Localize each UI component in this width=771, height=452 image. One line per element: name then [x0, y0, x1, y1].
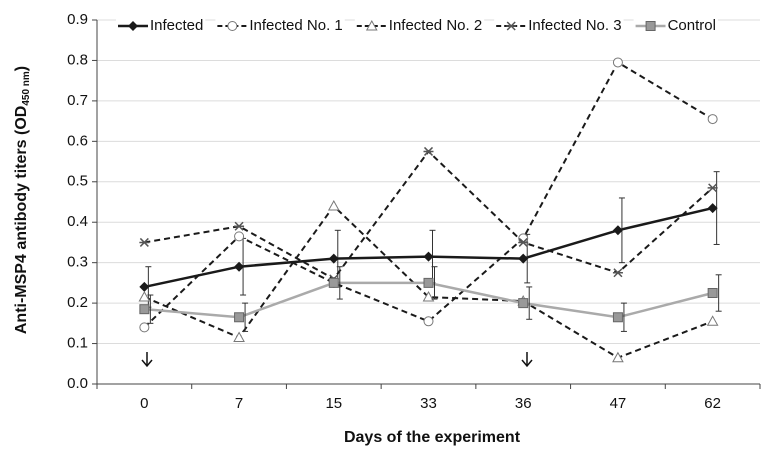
marker [423, 316, 434, 327]
y-tick-label: 0.5 [67, 173, 88, 190]
error-bar [620, 302, 627, 332]
y-axis-label-sub: 450 nm [21, 71, 32, 106]
y-tick-label: 0.6 [67, 132, 88, 149]
x-tick-label: 0 [140, 395, 148, 412]
marker [139, 237, 150, 247]
legend-entry: Infected No. 2 [354, 17, 485, 35]
marker [707, 288, 718, 298]
y-tick-label: 0.7 [67, 92, 88, 109]
legend-text-bg [526, 17, 624, 35]
marker [139, 304, 150, 315]
marker [612, 312, 623, 323]
marker [139, 322, 150, 333]
y-tick-label: 0.1 [67, 335, 88, 352]
legend-label: Infected No. 2 [389, 17, 482, 34]
marker [234, 231, 245, 242]
marker [423, 277, 434, 288]
marker [365, 19, 378, 31]
marker [707, 203, 718, 214]
x-tick-label: 15 [325, 395, 342, 412]
marker [506, 21, 517, 31]
y-axis-label: Anti-MSP4 antibody titers (OD450 nm) [13, 66, 31, 334]
marker [645, 21, 656, 31]
error-bar [147, 294, 154, 324]
marker [612, 351, 624, 363]
marker [139, 281, 150, 292]
marker [423, 146, 434, 156]
y-tick-label: 0.3 [67, 254, 88, 271]
legend-text-bg [247, 17, 345, 35]
legend: Infected Infected No. 1 Infected No. 2 Infe… [116, 17, 718, 35]
marker [518, 298, 529, 309]
marker [612, 225, 623, 236]
marker [138, 291, 151, 302]
error-bar [431, 266, 438, 300]
x-tick-label: 47 [610, 395, 627, 412]
marker [612, 268, 623, 278]
marker [612, 57, 623, 68]
marker [328, 277, 339, 288]
y-tick-label: 0.8 [67, 51, 88, 68]
marker [706, 315, 719, 326]
marker [327, 200, 340, 211]
arrow [141, 352, 153, 368]
error-bar [715, 274, 722, 312]
series [138, 200, 719, 363]
error-bar [526, 286, 533, 320]
arrow [521, 352, 533, 368]
y-tick-label: 0.2 [67, 294, 88, 311]
marker [518, 253, 529, 264]
series [139, 266, 722, 332]
legend-text-bg [148, 17, 206, 35]
x-tick-label: 62 [704, 395, 721, 412]
x-tick-label: 33 [420, 395, 437, 412]
legend-entry: Infected No. 1 [215, 17, 345, 35]
legend-entry: Control [633, 17, 718, 35]
y-tick-label: 0.9 [67, 11, 88, 28]
legend-label: Infected [150, 17, 203, 34]
marker [707, 114, 718, 125]
error-bar [336, 266, 343, 300]
series [139, 57, 718, 333]
legend-entry: Infected [116, 17, 206, 35]
marker [423, 251, 434, 262]
marker [227, 21, 238, 31]
marker [328, 253, 339, 264]
line [144, 206, 713, 289]
legend-text-bg [386, 17, 485, 35]
x-tick-label: 7 [235, 395, 243, 412]
y-axis-label-end: ) [13, 66, 30, 71]
legend-label: Control [668, 17, 716, 34]
y-tick-label: 0.4 [67, 213, 88, 230]
legend-label: Infected No. 1 [249, 17, 342, 34]
x-tick-label: 36 [515, 395, 532, 412]
legend-label: Infected No. 3 [528, 17, 621, 34]
marker [422, 291, 435, 302]
marker [128, 21, 138, 31]
marker [518, 237, 529, 247]
marker [707, 183, 718, 193]
marker [234, 221, 245, 231]
marker [234, 261, 245, 272]
y-tick-label: 0.0 [67, 375, 88, 392]
y-axis-label-main: Anti-MSP4 antibody titers (OD [13, 106, 30, 334]
x-axis-label: Days of the experiment [344, 429, 521, 446]
marker [233, 331, 245, 342]
legend-entry: Infected No. 3 [494, 17, 624, 35]
legend-text-bg [665, 17, 718, 35]
error-bar [242, 302, 249, 332]
marker [234, 312, 245, 323]
